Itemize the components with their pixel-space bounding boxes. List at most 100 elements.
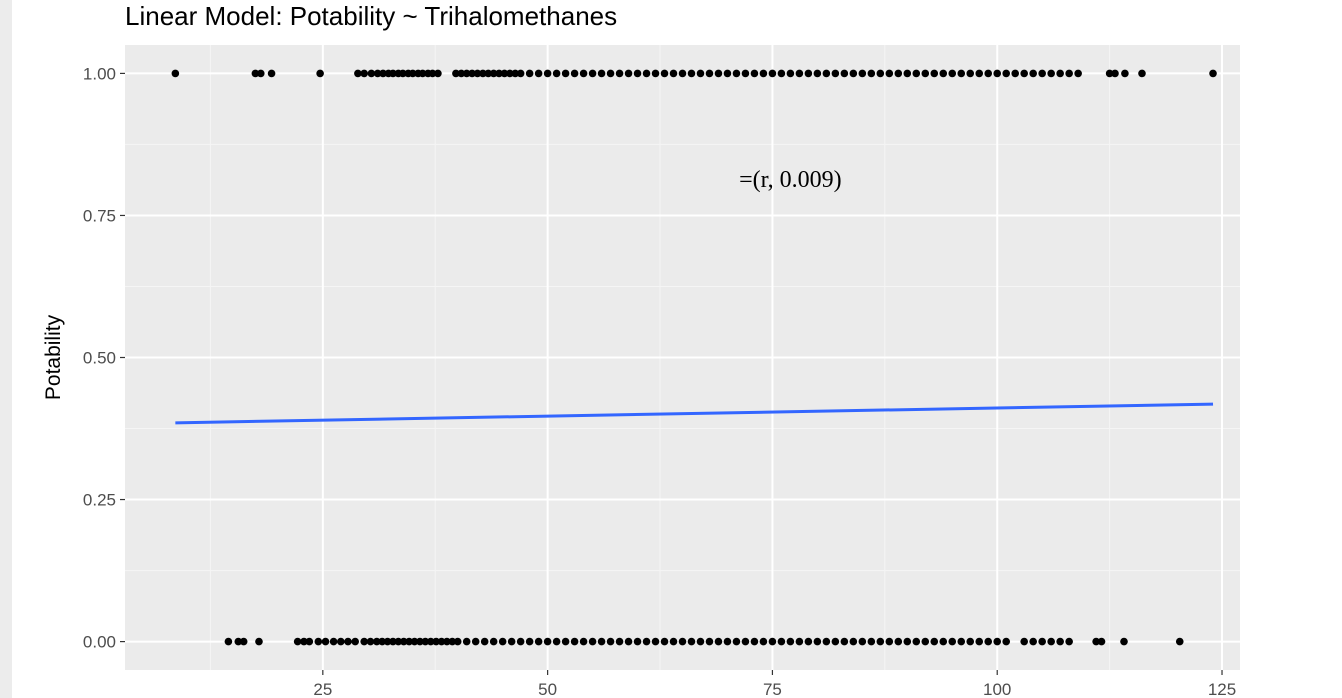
data-point bbox=[606, 637, 615, 646]
data-point bbox=[1138, 69, 1146, 78]
data-point bbox=[329, 637, 338, 646]
data-point bbox=[408, 69, 417, 78]
data-point bbox=[705, 69, 714, 78]
data-point bbox=[360, 637, 368, 646]
data-point bbox=[489, 69, 498, 78]
data-point bbox=[579, 637, 588, 646]
data-point bbox=[316, 69, 324, 78]
data-point bbox=[678, 69, 687, 78]
data-point bbox=[394, 637, 403, 646]
data-point bbox=[840, 69, 849, 78]
data-point bbox=[1002, 69, 1011, 78]
data-point bbox=[642, 69, 651, 78]
data-point bbox=[473, 69, 482, 78]
data-point bbox=[293, 637, 302, 646]
data-point bbox=[367, 69, 376, 78]
data-point bbox=[224, 637, 233, 646]
data-point bbox=[687, 69, 696, 78]
data-point bbox=[849, 637, 858, 646]
data-point bbox=[434, 69, 442, 78]
data-point bbox=[822, 69, 831, 78]
data-point bbox=[696, 637, 705, 646]
data-point bbox=[840, 637, 849, 646]
data-point bbox=[305, 637, 314, 646]
data-point bbox=[633, 637, 642, 646]
data-point bbox=[642, 637, 651, 646]
data-point bbox=[795, 69, 804, 78]
data-point bbox=[453, 637, 462, 646]
data-point bbox=[1047, 637, 1055, 646]
data-point bbox=[570, 69, 579, 78]
data-point bbox=[975, 637, 984, 646]
data-point bbox=[399, 69, 407, 78]
data-point bbox=[484, 69, 493, 78]
x-tick-label: 25 bbox=[313, 680, 332, 698]
data-point bbox=[552, 69, 561, 78]
data-point bbox=[570, 637, 579, 646]
data-point bbox=[930, 69, 939, 78]
y-tick-label: 0.00 bbox=[83, 633, 116, 652]
data-point bbox=[351, 637, 359, 646]
data-point bbox=[912, 637, 921, 646]
data-point bbox=[379, 69, 387, 78]
data-point bbox=[732, 69, 741, 78]
data-point bbox=[405, 637, 413, 646]
data-point bbox=[437, 637, 446, 646]
data-point bbox=[750, 69, 759, 78]
data-point bbox=[471, 637, 480, 646]
data-point bbox=[858, 637, 867, 646]
data-point bbox=[421, 637, 430, 646]
data-point bbox=[507, 637, 516, 646]
x-tick-label: 125 bbox=[1208, 680, 1236, 698]
data-point bbox=[1121, 69, 1129, 78]
data-point bbox=[966, 637, 975, 646]
data-point bbox=[498, 637, 507, 646]
fit-line bbox=[175, 402, 1214, 425]
data-point bbox=[732, 637, 741, 646]
data-point bbox=[383, 637, 392, 646]
y-tick-label: 0.25 bbox=[83, 491, 116, 510]
data-point bbox=[813, 69, 822, 78]
data-point bbox=[1038, 637, 1046, 646]
data-point bbox=[948, 637, 957, 646]
correlation-annotation: =(r, 0.009) bbox=[739, 167, 842, 193]
data-point bbox=[267, 69, 276, 78]
data-point bbox=[921, 69, 930, 78]
data-point bbox=[975, 69, 984, 78]
window-left-strip bbox=[0, 0, 12, 698]
data-point bbox=[615, 69, 624, 78]
data-point bbox=[768, 69, 777, 78]
data-point bbox=[1002, 637, 1011, 646]
data-point bbox=[534, 69, 543, 78]
data-point bbox=[1111, 69, 1119, 78]
data-point bbox=[939, 637, 948, 646]
data-point bbox=[1209, 69, 1217, 78]
data-point bbox=[876, 69, 885, 78]
data-point bbox=[378, 637, 386, 646]
data-point bbox=[416, 637, 424, 646]
data-point bbox=[251, 69, 260, 78]
data-point bbox=[579, 69, 588, 78]
data-point bbox=[777, 637, 786, 646]
data-point bbox=[354, 69, 362, 78]
data-point bbox=[849, 69, 858, 78]
data-point bbox=[1065, 637, 1073, 646]
data-point bbox=[723, 69, 732, 78]
data-point bbox=[759, 637, 768, 646]
data-point bbox=[516, 637, 525, 646]
data-point bbox=[759, 69, 768, 78]
data-point bbox=[410, 637, 419, 646]
data-point bbox=[912, 69, 921, 78]
data-point bbox=[660, 69, 669, 78]
data-point bbox=[1175, 637, 1184, 646]
data-point bbox=[624, 69, 633, 78]
data-point bbox=[495, 69, 503, 78]
data-point bbox=[957, 69, 966, 78]
data-point bbox=[1020, 637, 1028, 646]
data-point bbox=[1056, 637, 1064, 646]
data-point bbox=[597, 69, 606, 78]
data-point bbox=[300, 637, 308, 646]
data-point bbox=[795, 637, 804, 646]
data-point bbox=[831, 69, 840, 78]
